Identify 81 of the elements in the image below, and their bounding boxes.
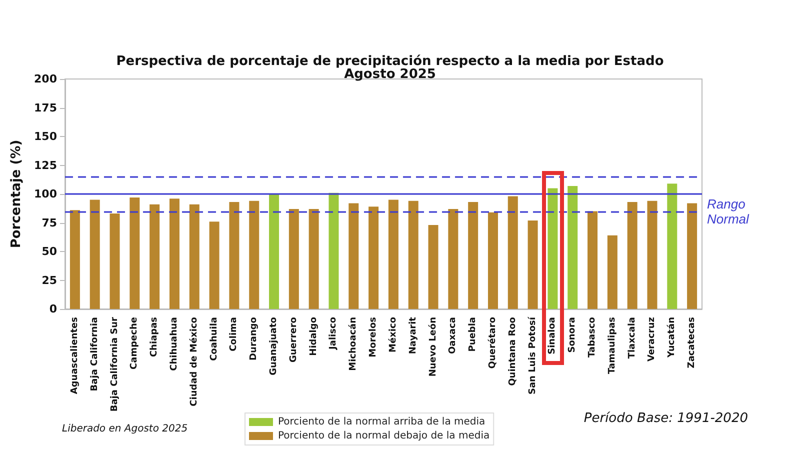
y-tick-label: 175: [34, 101, 57, 114]
legend-label: Porciento de la normal debajo de la media: [278, 430, 490, 442]
x-tick-label: Zacatecas: [687, 317, 698, 368]
x-tick-label: Nuevo León: [427, 317, 438, 377]
bar: [90, 200, 100, 309]
bar: [687, 203, 698, 309]
bar: [269, 194, 280, 309]
x-tick-label: Baja California Sur: [110, 316, 120, 412]
bar: [169, 198, 180, 309]
bar: [488, 212, 498, 309]
chart-title: Perspectiva de porcentaje de precipitación respecto a la media por Estado: [116, 54, 664, 69]
bar: [150, 204, 160, 309]
y-axis-title: Porcentaje (%): [9, 140, 24, 248]
y-tick-label: 75: [42, 216, 57, 230]
ref-line-label: Rango Normal: [707, 196, 750, 226]
y-tick-label: 100: [34, 188, 58, 200]
y-tick-label: 125: [34, 158, 57, 172]
bar: [130, 197, 140, 309]
bar: [388, 200, 398, 309]
x-tick-label: Querétaro: [486, 317, 498, 369]
bar: [368, 206, 379, 309]
bar: [428, 225, 438, 309]
x-tick-label: Puebla: [468, 317, 478, 352]
bar: [328, 192, 339, 309]
bar: [308, 208, 319, 309]
x-tick-label: Oaxaca: [448, 317, 458, 354]
x-tick-label: Durango: [249, 317, 260, 360]
x-tick-label: Coahuila: [209, 317, 220, 361]
x-tick-label: Chihuahua: [169, 317, 180, 371]
bar: [229, 202, 240, 309]
bar: [607, 235, 618, 309]
x-tick-label: Guanajuato: [269, 317, 280, 376]
text: Período Base: 1991-2020: [584, 411, 748, 426]
bar: [468, 202, 478, 309]
bar: [528, 220, 538, 309]
bar: [568, 186, 578, 309]
x-tick-label: Tamaulipas: [607, 317, 618, 374]
x-tick-label: Veracruz: [647, 317, 658, 362]
x-tick-label: Campeche: [130, 317, 140, 370]
bar: [647, 200, 658, 309]
x-tick-label: Ciudad de México: [188, 317, 200, 406]
x-tick-label: Michoacán: [348, 317, 359, 371]
x-tick-label: Tlaxcala: [627, 317, 638, 359]
x-tick-label: Nayarit: [408, 316, 418, 354]
bar: [408, 200, 418, 309]
x-tick-label: Morelos: [368, 317, 379, 358]
x-tick-label: Hidalgo: [308, 317, 319, 356]
x-tick-label: México: [387, 317, 398, 352]
x-tick-label: Tabasco: [588, 317, 598, 358]
bar: [588, 211, 598, 309]
x-tick-label: Jalisco: [328, 317, 339, 350]
x-tick-label: Sonora: [568, 317, 578, 353]
bar: [548, 188, 558, 309]
x-tick-label: Chiapas: [150, 317, 160, 358]
y-tick-label: 50: [42, 245, 58, 258]
x-tick-label: Quintana Roo: [508, 317, 518, 386]
y-tick-label: 150: [34, 130, 58, 143]
bar: [70, 210, 80, 309]
y-tick-label: 25: [42, 274, 57, 287]
x-tick-label: San Luis Potosí: [526, 316, 538, 395]
bar: [448, 208, 458, 309]
bar: [667, 184, 678, 309]
chart-subtitle: Agosto 2025: [344, 67, 436, 82]
bar: [627, 202, 638, 309]
x-tick-label: Yucatán: [666, 317, 678, 358]
x-tick-label: Sinaloa: [548, 317, 558, 354]
y-tick-label: 200: [34, 72, 58, 86]
bar: [249, 200, 260, 309]
bar: [288, 208, 299, 309]
x-tick-label: Aguascalientes: [70, 317, 80, 394]
bar: [189, 204, 200, 309]
x-tick-label: Guerrero: [288, 317, 299, 363]
bar: [110, 214, 120, 309]
bar: [209, 222, 220, 309]
bar: [508, 196, 518, 309]
y-tick-label: 0: [49, 302, 58, 316]
x-tick-label: Baja California: [90, 317, 100, 392]
text: Liberado en Agosto 2025: [62, 424, 188, 434]
x-tick-label: Colima: [229, 317, 240, 352]
legend-label: Porciento de la normal arriba de la media: [278, 416, 486, 428]
bar: [348, 203, 359, 309]
